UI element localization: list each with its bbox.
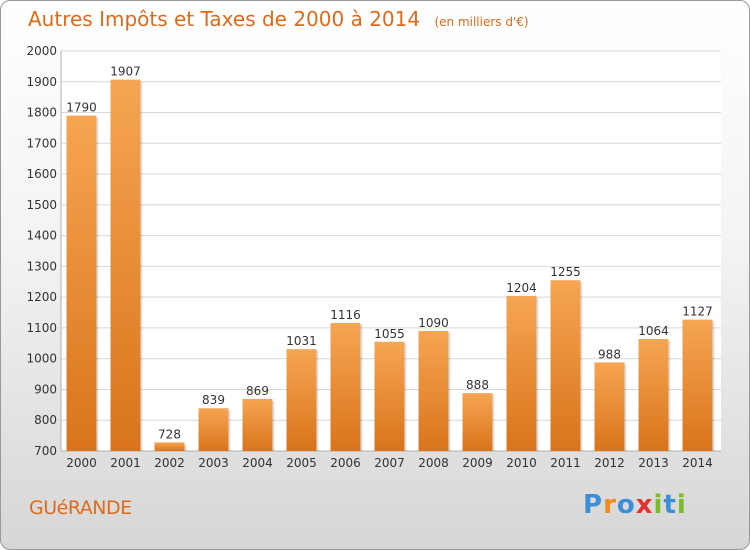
x-tick-label: 2005	[286, 456, 317, 470]
bar	[638, 339, 669, 451]
x-tick-label: 2013	[638, 456, 669, 470]
bar-value-label: 1127	[682, 305, 713, 319]
x-tick-label: 2011	[550, 456, 581, 470]
x-tick-label: 2006	[330, 456, 361, 470]
bar-value-label: 1031	[286, 334, 317, 348]
chart-unit-note: (en milliers d'€)	[434, 15, 529, 29]
bar-value-label: 1090	[418, 316, 449, 330]
logo-letter: x	[635, 490, 654, 520]
x-tick-label: 2012	[594, 456, 625, 470]
bar-value-label: 1907	[110, 65, 141, 79]
y-tick-label: 1300	[26, 259, 57, 273]
chart-title-main: Autres Impôts et Taxes de 2000 à 2014	[28, 7, 421, 31]
bar	[198, 408, 229, 451]
bar-value-label: 1255	[550, 265, 581, 279]
y-tick-label: 700	[34, 444, 57, 458]
y-tick-label: 1100	[26, 321, 57, 335]
bar-value-label: 1204	[506, 281, 537, 295]
bar	[242, 399, 273, 451]
bar-value-label: 728	[158, 427, 181, 441]
logo-letter: P	[583, 490, 604, 520]
x-tick-label: 2002	[154, 456, 185, 470]
bar-value-label: 1790	[66, 101, 97, 115]
bar	[550, 280, 581, 451]
x-tick-label: 2004	[242, 456, 273, 470]
bar	[66, 115, 97, 451]
x-tick-label: 2009	[462, 456, 493, 470]
bar	[154, 442, 185, 451]
y-tick-label: 1500	[26, 198, 57, 212]
x-tick-label: 2008	[418, 456, 449, 470]
bar-value-label: 988	[598, 347, 621, 361]
bar	[374, 341, 405, 451]
y-tick-label: 1200	[26, 290, 57, 304]
bar	[462, 393, 493, 451]
bar	[286, 349, 317, 451]
bar	[594, 362, 625, 451]
bar-value-label: 839	[202, 393, 225, 407]
bar-value-label: 1064	[638, 324, 669, 338]
bar	[110, 79, 141, 451]
logo-letter: t	[663, 490, 677, 520]
y-tick-label: 900	[34, 382, 57, 396]
bar	[506, 295, 537, 451]
x-tick-label: 2014	[682, 456, 713, 470]
x-tick-label: 2007	[374, 456, 405, 470]
bar	[682, 319, 713, 451]
bar	[330, 323, 361, 451]
logo-letter: o	[616, 490, 636, 520]
x-tick-label: 2010	[506, 456, 537, 470]
logo-letter: i	[653, 490, 664, 520]
bar-value-label: 1055	[374, 327, 405, 341]
y-tick-label: 1000	[26, 352, 57, 366]
x-tick-label: 2003	[198, 456, 229, 470]
y-tick-label: 800	[34, 413, 57, 427]
y-tick-label: 1700	[26, 136, 57, 150]
y-tick-label: 1900	[26, 75, 57, 89]
logo-letter: i	[676, 490, 687, 520]
logo-letter: r	[603, 490, 617, 520]
bar-value-label: 888	[466, 378, 489, 392]
proxiti-logo: Proxiti	[583, 490, 687, 520]
y-tick-label: 1800	[26, 106, 57, 120]
bar-value-label: 1116	[330, 308, 361, 322]
bar	[418, 331, 449, 451]
chart-title: Autres Impôts et Taxes de 2000 à 2014 (e…	[28, 7, 529, 31]
commune-name: GUéRANDE	[29, 497, 132, 519]
bar-value-label: 869	[246, 384, 269, 398]
y-tick-label: 1400	[26, 229, 57, 243]
x-tick-label: 2000	[66, 456, 97, 470]
y-tick-label: 2000	[26, 44, 57, 58]
y-tick-label: 1600	[26, 167, 57, 181]
x-tick-label: 2001	[110, 456, 141, 470]
